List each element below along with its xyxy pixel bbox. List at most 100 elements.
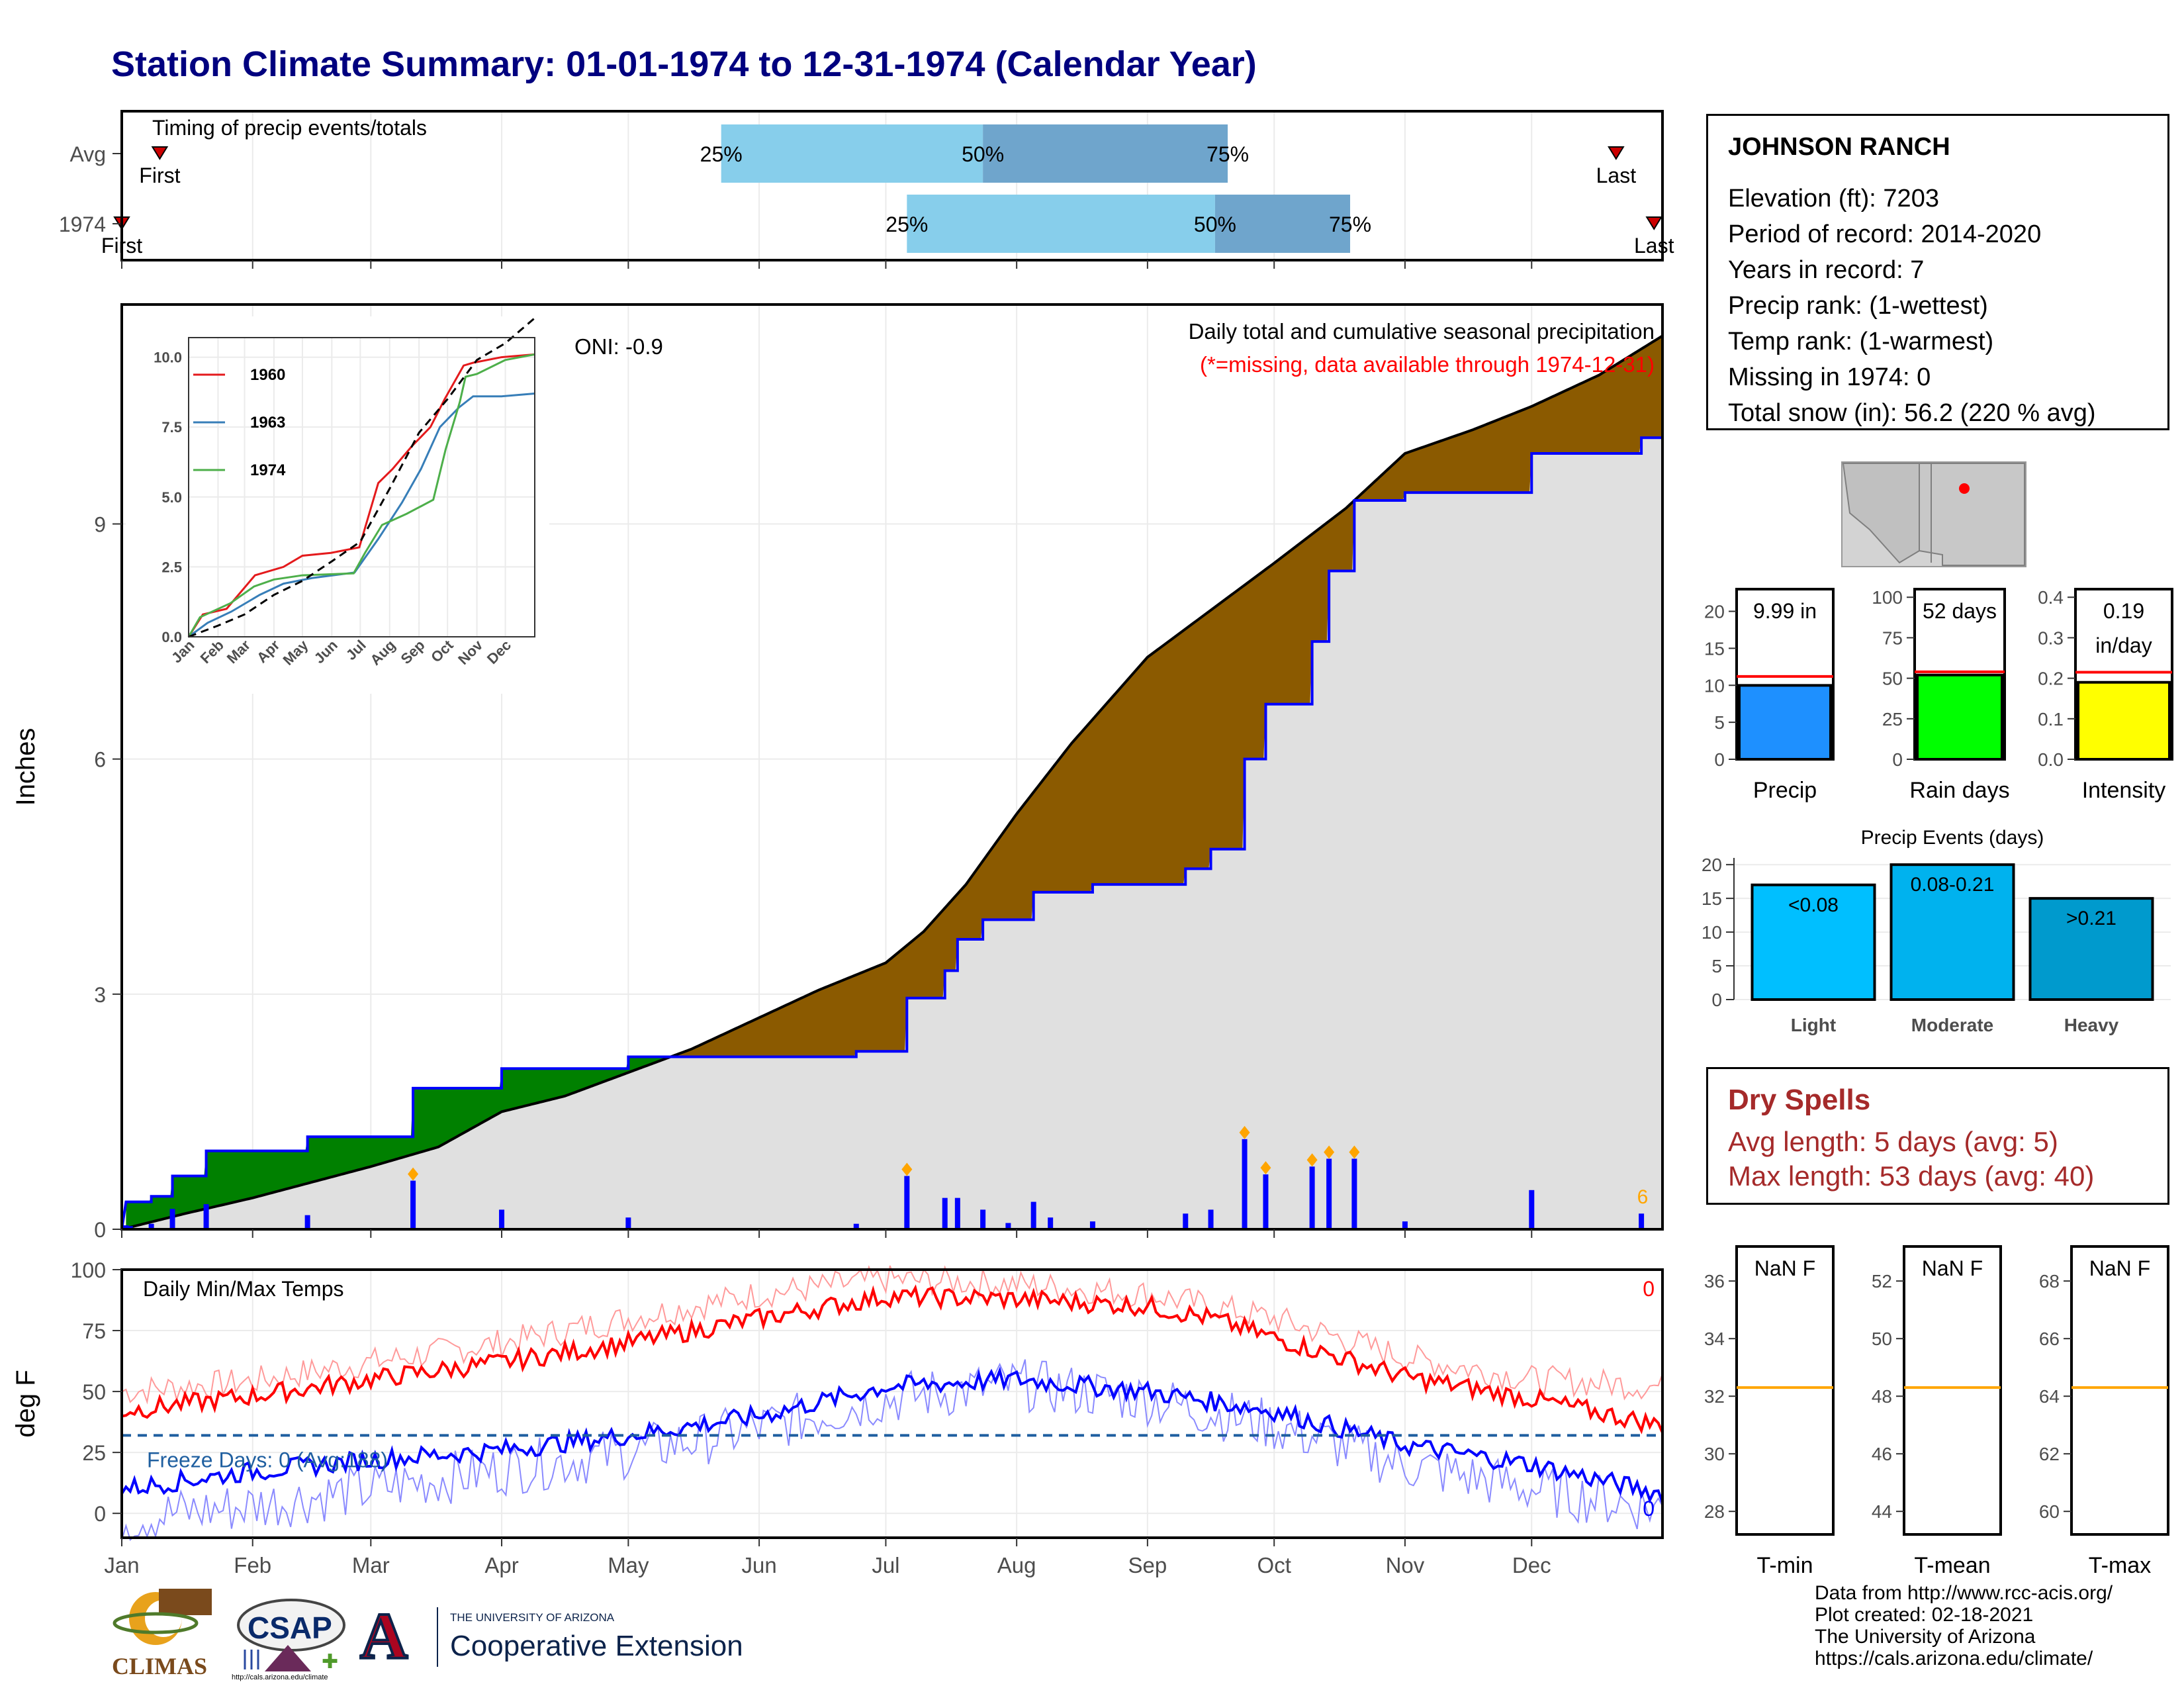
- intensity-gauge-bar: [2077, 680, 2171, 761]
- timing-title: Timing of precip events/totals: [152, 116, 427, 140]
- precip-daily-marker: [1306, 1153, 1318, 1167]
- page-title: Station Climate Summary: 01-01-1974 to 1…: [111, 44, 1257, 84]
- precip-daily-bar: [1529, 1190, 1535, 1229]
- raindays-gauge-ytick-label: 25: [1882, 709, 1903, 729]
- intensity-gauge-ytick-label: 0.2: [2038, 669, 2064, 689]
- inset-ytick-label: 0.0: [161, 629, 182, 645]
- temp-xtick-label: Feb: [234, 1553, 271, 1577]
- csap-logo: ✚ CSAP http://cals.arizona.edu/climate: [232, 1595, 351, 1685]
- temp-panel: Freeze Days: 0 (Avg:188) Daily Min/Max Te…: [11, 1258, 1664, 1577]
- tmin-gauge-value-label: NaN F: [1754, 1256, 1815, 1280]
- timing-p25-label: 25%: [886, 212, 928, 236]
- raindays-gauge-ytick-label: 75: [1882, 628, 1903, 648]
- raindays-gauge: 0 25 50 75 100 52 days Rain days: [1872, 587, 2009, 803]
- inset-series-line: [188, 317, 535, 638]
- station-period: Period of record: 2014-2020: [1728, 220, 2042, 248]
- timing-p50-label: 50%: [1194, 212, 1236, 236]
- timing-last-label: Last: [1596, 164, 1637, 187]
- temp-xtick-label: Sep: [1128, 1553, 1167, 1577]
- precip-daily-bar: [127, 1226, 133, 1229]
- timing-row-label: 1974: [59, 212, 106, 236]
- precip-gauge-value-label: 9.99 in: [1753, 599, 1817, 623]
- events-ytick-label: 20: [1702, 855, 1722, 875]
- precip-ytick-label: 6: [94, 748, 106, 772]
- precip-gauge: 0 5 10 15 20 9.99 in Precip: [1704, 588, 1835, 803]
- tmin-gauge-ytick-label: 28: [1704, 1501, 1725, 1522]
- station-missing: Missing in 1974: 0: [1728, 363, 1931, 391]
- station-elevation: Elevation (ft): 7203: [1728, 185, 1939, 212]
- tmean-gauge-ytick-label: 52: [1872, 1271, 1892, 1291]
- timing-last-marker: [1645, 216, 1663, 230]
- precip-daily-bar: [169, 1209, 175, 1229]
- precip-ytick-label: 9: [94, 512, 106, 536]
- temp-tmin-count: 0: [1643, 1497, 1655, 1521]
- ua-logo-divider: [437, 1607, 438, 1667]
- tmin-gauge-ytick-label: 36: [1704, 1271, 1725, 1291]
- timing-plot-border: [120, 110, 1664, 261]
- dry-spells-box: Dry Spells Avg length: 5 days (avg: 5) M…: [1706, 1067, 2169, 1205]
- precip-daily-bar: [1208, 1209, 1214, 1229]
- precip-daily-bar: [1005, 1223, 1011, 1229]
- credit-data-source: Data from http://www.rcc-acis.org/: [1815, 1582, 2113, 1604]
- events-category-label: Light: [1791, 1015, 1836, 1035]
- tmin-gauge-ytick-label: 30: [1704, 1444, 1725, 1464]
- temp-tmin-line: [120, 1366, 1664, 1504]
- inset-ytick-label: 7.5: [161, 419, 182, 436]
- climas-logo: CLIMAS: [109, 1582, 218, 1681]
- temp-xtick-label: Jun: [741, 1553, 776, 1577]
- precip-observed-line: [120, 436, 1662, 1230]
- temp-ytick-label: 25: [82, 1441, 106, 1465]
- station-precip-rank: Precip rank: (1-wettest): [1728, 292, 1988, 320]
- tmin-gauge-ytick-label: 34: [1704, 1329, 1725, 1349]
- precip-oni: ONI: -0.9: [574, 334, 663, 359]
- tmin-gauge-ytick-label: 32: [1704, 1386, 1725, 1407]
- temp-xtick-label: May: [608, 1553, 649, 1577]
- dry-spells-title: Dry Spells: [1728, 1084, 1871, 1116]
- precip-daily-bar: [942, 1197, 948, 1229]
- timing-p25-label: 25%: [700, 142, 743, 166]
- tmean-gauge-ytick-label: 46: [1872, 1444, 1892, 1464]
- tmin-gauge-category: T-min: [1757, 1553, 1813, 1578]
- temp-freeze-label: Freeze Days: 0 (Avg:188): [147, 1448, 388, 1472]
- precip-daily-bar: [625, 1217, 631, 1229]
- precip-daily-bar: [904, 1176, 910, 1229]
- tmean-gauge-value-label: NaN F: [1922, 1256, 1983, 1280]
- timing-row-label: Avg: [69, 142, 106, 166]
- station-info-box: JOHNSON RANCH Elevation (ft): 7203 Perio…: [1706, 114, 2169, 430]
- temp-xtick-label: Jan: [104, 1553, 139, 1577]
- inset-legend-label: 1963: [250, 414, 285, 432]
- inset-series-line: [188, 392, 535, 638]
- temp-ytick-label: 100: [71, 1258, 106, 1282]
- tmin-gauge-frame: [1735, 1245, 1835, 1536]
- credit-url: https://cals.arizona.edu/climate/: [1815, 1648, 2093, 1669]
- timing-last-marker: [1608, 146, 1625, 160]
- map-station-marker: [1959, 483, 1970, 494]
- temp-ytick-label: 75: [82, 1319, 106, 1343]
- raindays-gauge-value-label: 52 days: [1923, 599, 1997, 623]
- precip-normal-area: [122, 438, 1662, 1229]
- ua-logo: A THE UNIVERSITY OF ARIZONA Cooperative …: [357, 1598, 743, 1675]
- precip-daily-bar: [410, 1180, 416, 1229]
- timing-p75-label: 75%: [1329, 212, 1371, 236]
- tmax-gauge-ytick-label: 62: [2039, 1444, 2060, 1464]
- temp-ytick-label: 0: [94, 1502, 106, 1526]
- precip-ytick-label: 3: [94, 983, 106, 1007]
- inset-ytick-label: 2.5: [161, 559, 182, 575]
- precip-daily-bar: [1402, 1221, 1408, 1229]
- tmax-gauge-ytick-label: 66: [2039, 1329, 2060, 1349]
- temp-xtick-label: Aug: [997, 1553, 1036, 1577]
- inset-legend-label: 1960: [250, 366, 285, 384]
- events-bar: [2028, 897, 2154, 1001]
- precip-daily-bar: [123, 1225, 129, 1229]
- tmax-gauge-category: T-max: [2089, 1553, 2151, 1578]
- raindays-gauge-ytick-label: 100: [1872, 587, 1903, 608]
- precip-plot-border: [120, 303, 1664, 1231]
- dry-spells-avg: Avg length: 5 days (avg: 5): [1728, 1126, 2058, 1157]
- csap-logo-text: CSAP: [248, 1611, 332, 1645]
- events-chart: Precip Events (days) <0.08 Light 0.08-0.21 M…: [1702, 827, 2171, 1035]
- precip-gauge-bar: [1738, 684, 1832, 761]
- tmax-gauge-ytick-label: 60: [2039, 1501, 2060, 1522]
- tmean-gauge-ytick-label: 48: [1872, 1386, 1892, 1407]
